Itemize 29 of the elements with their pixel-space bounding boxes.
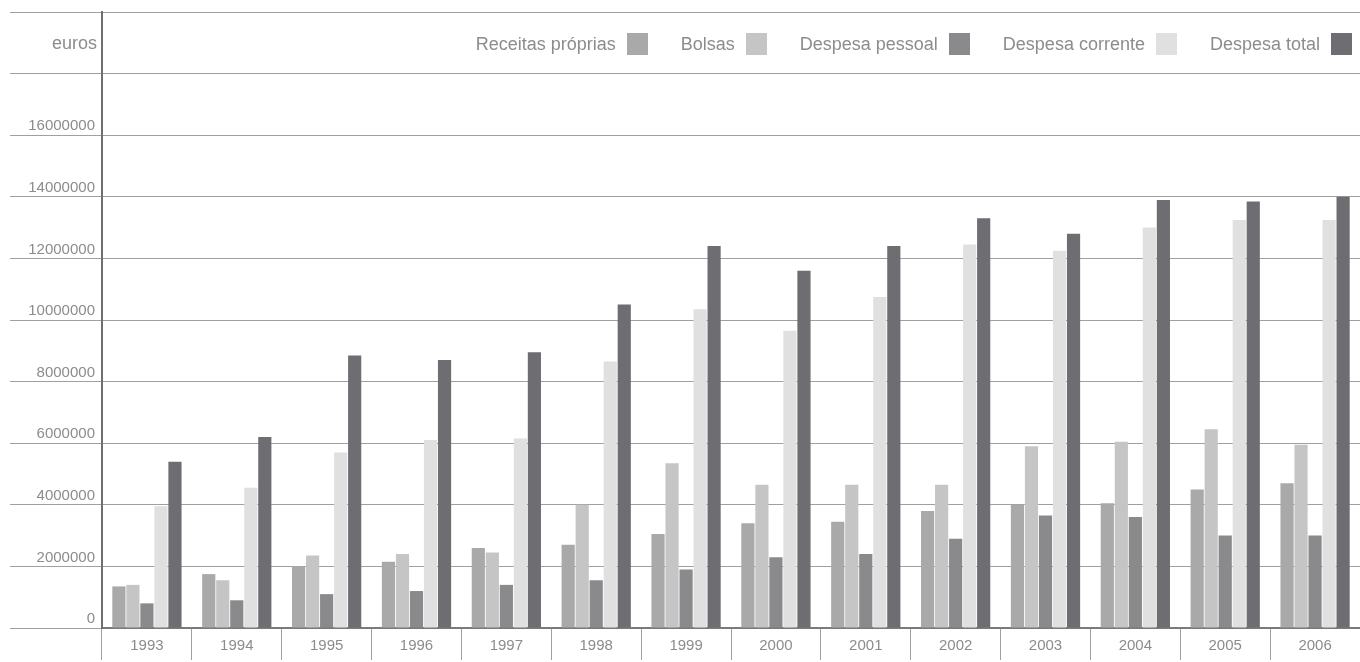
x-tick-label: 1995 <box>309 636 344 654</box>
y-tick-label: 10000000 <box>28 301 95 319</box>
x-tick-label: 2005 <box>1208 636 1242 654</box>
x-tick-label: 1996 <box>399 636 434 654</box>
legend-label: Despesa corrente <box>1002 33 1145 55</box>
x-tick-label: 2006 <box>1298 636 1332 654</box>
x-tick-label: 1994 <box>220 636 254 654</box>
legend-label: Despesa pessoal <box>799 33 938 55</box>
legend-label: Despesa total <box>1209 33 1320 55</box>
x-tick-label: 2004 <box>1118 636 1153 654</box>
y-tick-label: 14000000 <box>28 177 95 195</box>
x-tick-label: 2001 <box>849 636 883 654</box>
y-tick-label: 2000000 <box>36 547 95 565</box>
legend-label: Bolsas <box>680 33 735 55</box>
legend-label: Receitas próprias <box>475 33 616 55</box>
x-tick-label: 2000 <box>759 636 793 654</box>
y-tick-label: 4000000 <box>36 485 95 503</box>
x-tick-label: 1999 <box>669 636 703 654</box>
x-tick-label: 1993 <box>130 636 164 654</box>
y-tick-label: 16000000 <box>28 116 95 134</box>
x-tick-label: 2002 <box>938 636 973 654</box>
y-tick-label: 0 <box>86 609 95 627</box>
y-axis-title: euros <box>51 32 97 54</box>
y-tick-label: 8000000 <box>36 362 95 380</box>
y-tick-label: 6000000 <box>36 424 95 442</box>
x-tick-label: 1998 <box>579 636 613 654</box>
y-tick-label: 12000000 <box>28 239 95 257</box>
x-tick-label: 1997 <box>489 636 524 654</box>
x-tick-label: 2003 <box>1028 636 1063 654</box>
